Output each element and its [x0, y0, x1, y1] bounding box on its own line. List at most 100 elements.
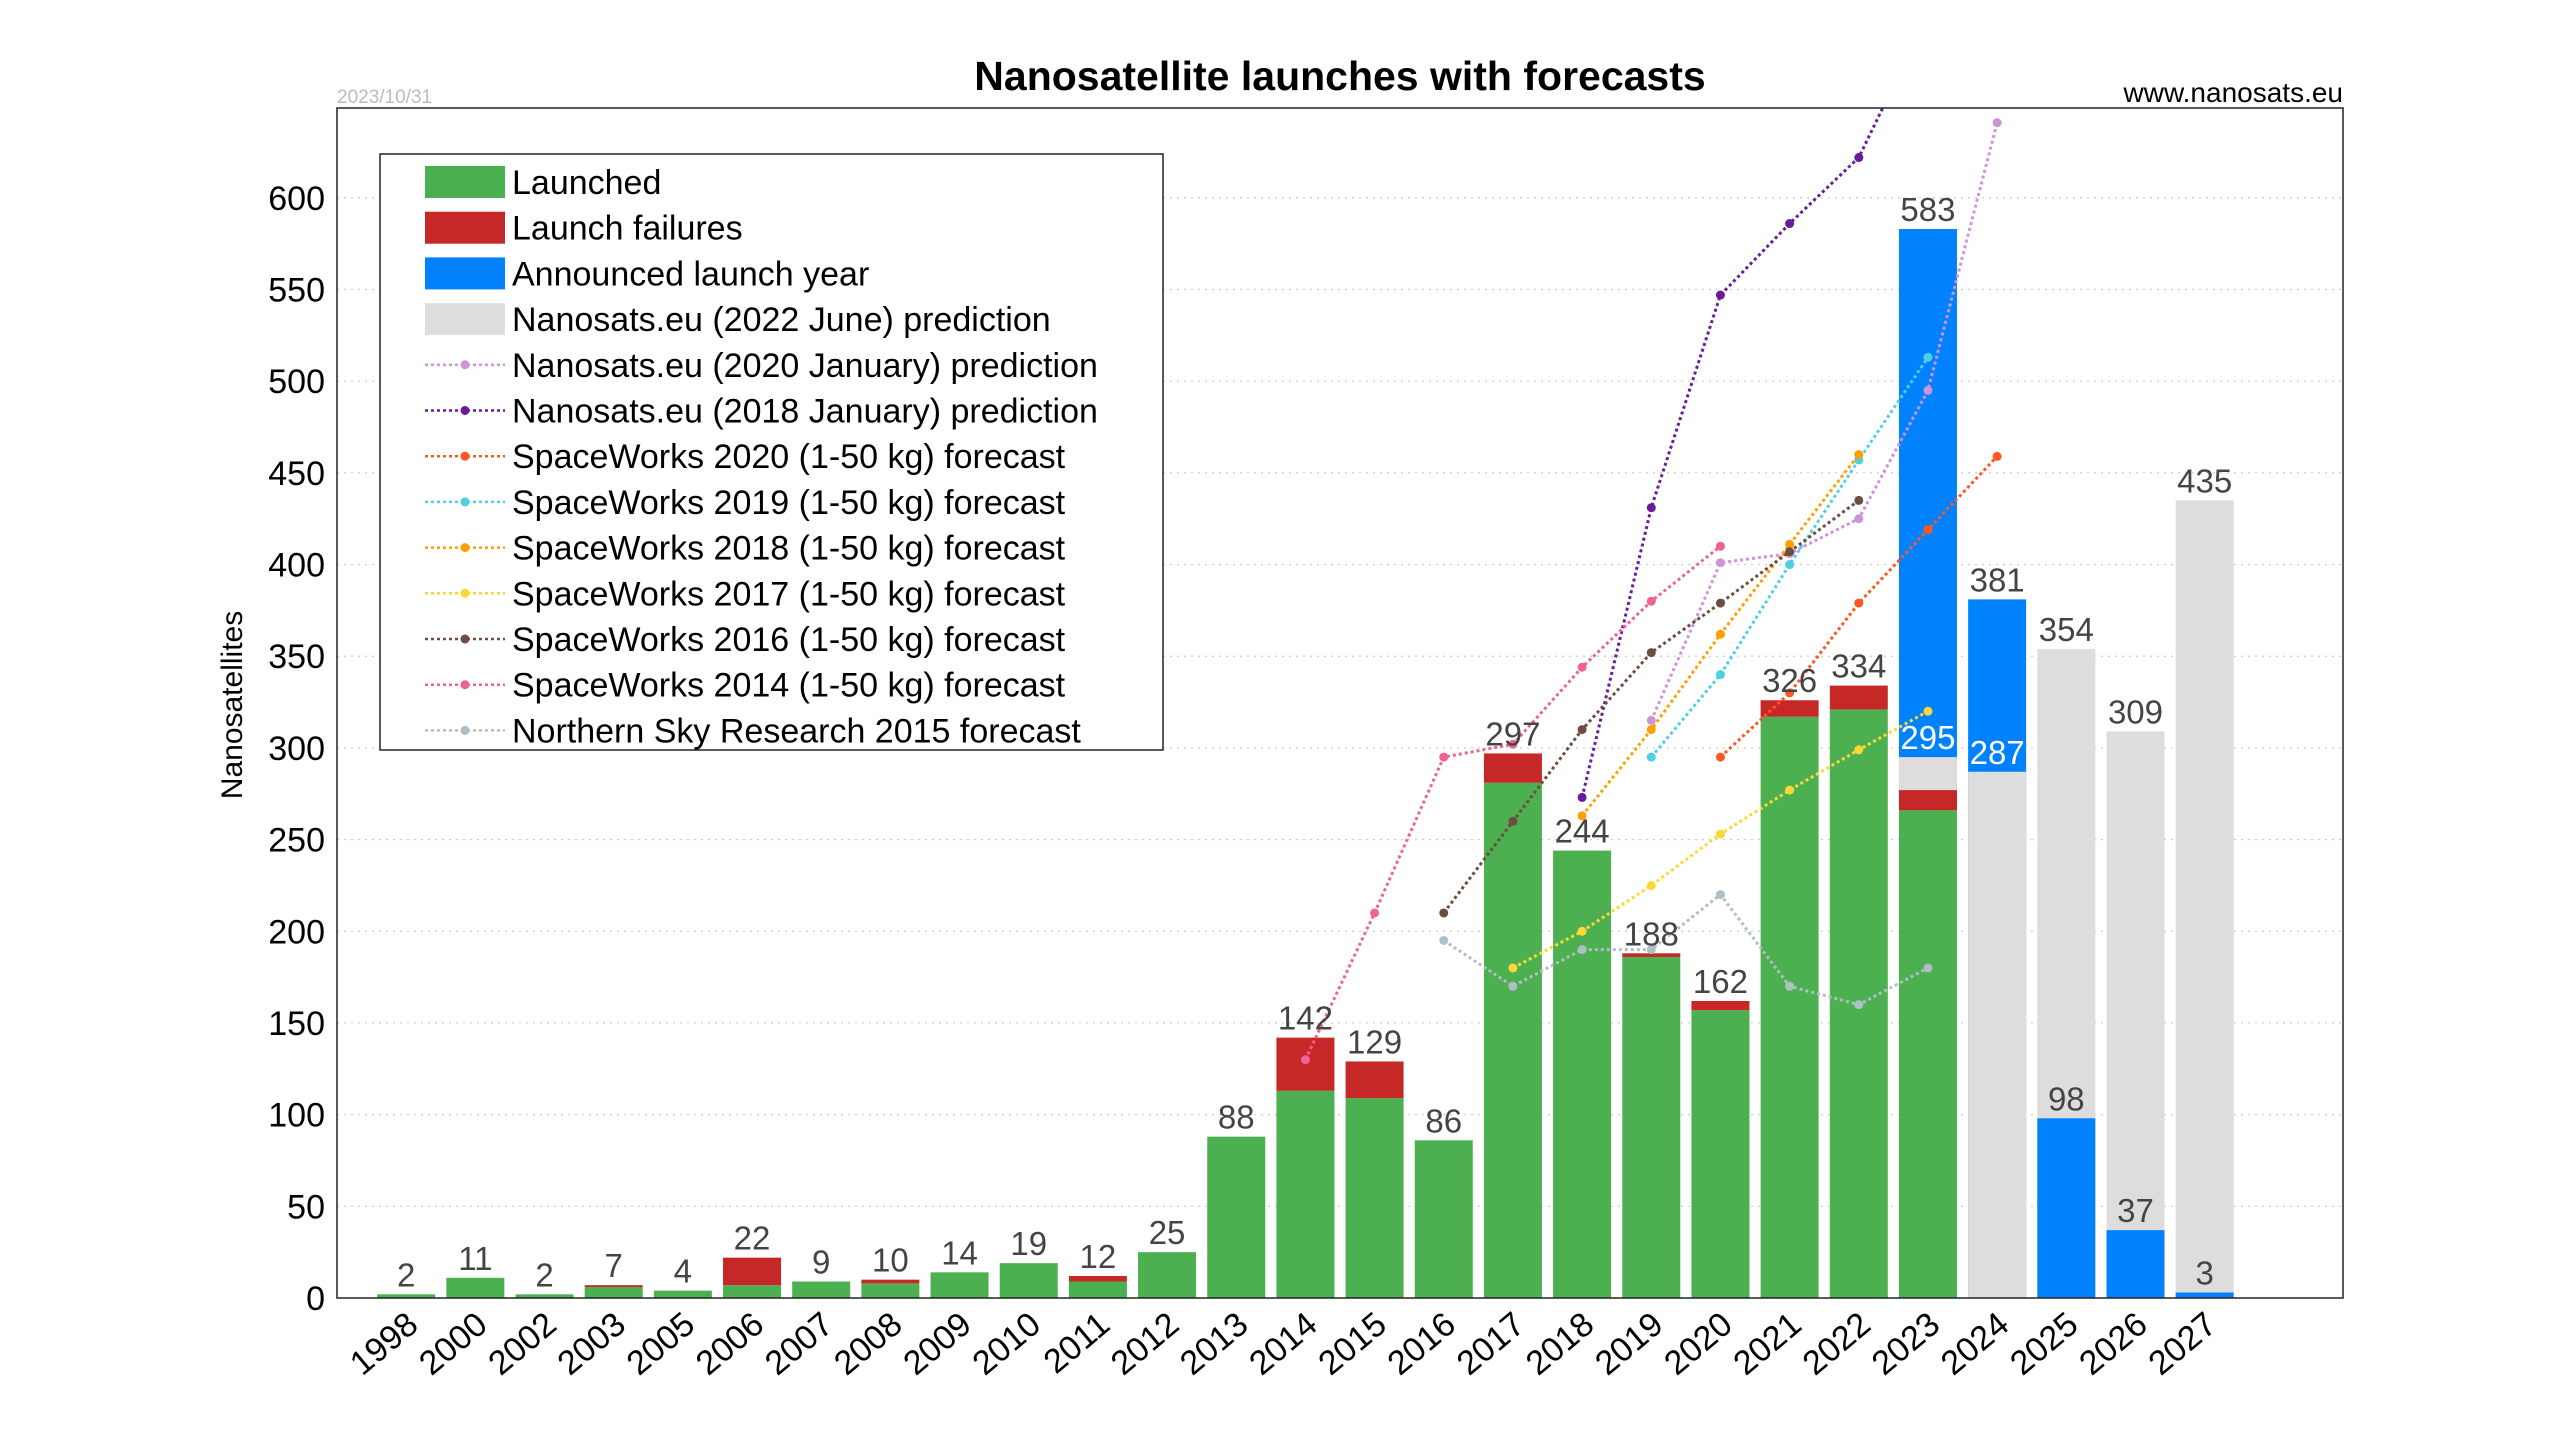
forecast-point [1923, 352, 1933, 362]
forecast-point [1577, 725, 1587, 735]
x-tick-label: 2007 [758, 1305, 840, 1383]
launched-bar [515, 1294, 574, 1298]
forecast-point [1785, 688, 1795, 698]
x-tick-label: 2012 [1104, 1305, 1186, 1383]
bar-total-label: 88 [1218, 1099, 1255, 1136]
x-axis-ticks: 1998200020022003200520062007200820092010… [343, 1305, 2224, 1383]
forecast-point [1923, 706, 1933, 716]
y-axis-ticks: 0 50 100 150 200 250 300 350 400 450 500 550 600 [268, 180, 325, 1318]
legend: Launched Launch failures Announced launch … [379, 153, 1164, 751]
launched-bar [653, 1290, 712, 1298]
forecast-line-1 [1580, 108, 1885, 798]
source-url: www.nanosats.eu [2123, 77, 2343, 108]
launched-bar [446, 1277, 505, 1298]
legend-label: SpaceWorks 2017 (1-50 kg) forecast [512, 575, 1066, 613]
forecast-point [1785, 219, 1795, 229]
forecast-point [1923, 963, 1933, 973]
launched-bar [861, 1283, 920, 1298]
bar-total-label: 7 [605, 1247, 623, 1284]
bar-total-label: 297 [1485, 715, 1540, 752]
forecast-point [1646, 880, 1656, 890]
bar-total-label: 25 [1149, 1214, 1186, 1251]
forecast-point [1992, 118, 2002, 128]
prediction-bar [2106, 731, 2165, 1298]
forecast-point [1854, 598, 1864, 608]
bar-total-label: 129 [1347, 1023, 1402, 1060]
x-tick-label: 2005 [620, 1305, 702, 1383]
x-tick-label: 2027 [2141, 1305, 2223, 1383]
launched-bar [930, 1272, 989, 1298]
forecast-point [1923, 10, 1932, 19]
forecast-point [1923, 525, 1933, 535]
forecast-line-3 [1650, 356, 1930, 759]
x-tick-label: 2006 [689, 1305, 771, 1383]
forecast-point [1646, 752, 1656, 762]
forecast-point [1577, 792, 1587, 802]
bar-total-label: 19 [1010, 1225, 1047, 1262]
bar-total-label: 10 [872, 1242, 909, 1279]
failure-bar [1345, 1061, 1404, 1099]
x-tick-label: 2002 [481, 1305, 563, 1383]
bar-total-label: 12 [1080, 1238, 1117, 1275]
forecast-point [1646, 725, 1656, 735]
announced-bar [2106, 1230, 2165, 1298]
launched-bar [723, 1285, 782, 1298]
launched-bar [377, 1294, 436, 1298]
legend-label: Nanosats.eu (2020 January) prediction [512, 347, 1098, 385]
bar-total-label: 9 [812, 1243, 830, 1280]
forecast-point [1508, 981, 1518, 991]
bar-total-label: 334 [1831, 648, 1886, 685]
x-tick-label: 2022 [1796, 1305, 1878, 1383]
legend-label: Launch failures [512, 210, 743, 248]
forecast-point [1577, 926, 1587, 936]
bar-value-label: 309 [2108, 693, 2163, 730]
forecast-lines [1300, 10, 2002, 1065]
legend-label: Announced launch year [512, 255, 869, 293]
failure-bar [1622, 953, 1681, 957]
bar-total-label: 4 [674, 1253, 692, 1290]
forecast-point [1577, 945, 1587, 955]
x-tick-label: 2014 [1242, 1305, 1324, 1383]
legend-label: Northern Sky Research 2015 forecast [512, 712, 1081, 750]
launched-bar [1760, 716, 1819, 1298]
y-tick-label: 550 [268, 272, 325, 310]
x-tick-label: 2000 [412, 1305, 494, 1383]
launched-bar [1553, 850, 1612, 1298]
bar-total-label: 326 [1762, 662, 1817, 699]
legend-label: SpaceWorks 2018 (1-50 kg) forecast [512, 530, 1066, 568]
launched-bar [1898, 810, 1957, 1298]
launched-bar [1414, 1140, 1473, 1298]
forecast-line-8 [1442, 892, 1929, 1007]
failure-bar [1068, 1275, 1127, 1282]
forecast-point [1854, 514, 1864, 524]
legend-swatch [425, 257, 505, 290]
y-tick-label: 450 [268, 455, 325, 493]
forecast-point [1646, 648, 1656, 658]
forecast-point [1785, 547, 1795, 557]
legend-marker [460, 634, 470, 644]
forecast-point [1508, 963, 1518, 973]
x-tick-label: 2018 [1519, 1305, 1601, 1383]
x-tick-label: 2026 [2072, 1305, 2154, 1383]
bar-total-label: 14 [941, 1234, 978, 1271]
forecast-point [1785, 539, 1795, 549]
launched-bar [1276, 1090, 1335, 1298]
y-tick-label: 600 [268, 180, 325, 218]
launched-bar [1483, 782, 1542, 1298]
y-tick-label: 200 [268, 913, 325, 951]
forecast-point [1646, 503, 1656, 513]
announced-bar [2037, 1118, 2096, 1298]
legend-label: SpaceWorks 2020 (1-50 kg) forecast [512, 438, 1066, 476]
legend-label: Nanosats.eu (2022 June) prediction [512, 301, 1051, 339]
failure-bar [1829, 685, 1888, 710]
forecast-point [1715, 670, 1725, 680]
launched-bar [1691, 1010, 1750, 1298]
bar-total-label: 162 [1693, 963, 1748, 1000]
forecast-line-2 [1719, 455, 1999, 759]
bar-labels: 2 11 2 7 4 22 9 10 14 19 12 25 88 142 129 86 297 244 188 16… [397, 191, 2232, 1293]
x-tick-label: 2003 [550, 1305, 632, 1383]
announced-bar [2175, 1292, 2234, 1298]
legend-marker [460, 497, 470, 507]
legend-label: SpaceWorks 2016 (1-50 kg) forecast [512, 621, 1066, 659]
